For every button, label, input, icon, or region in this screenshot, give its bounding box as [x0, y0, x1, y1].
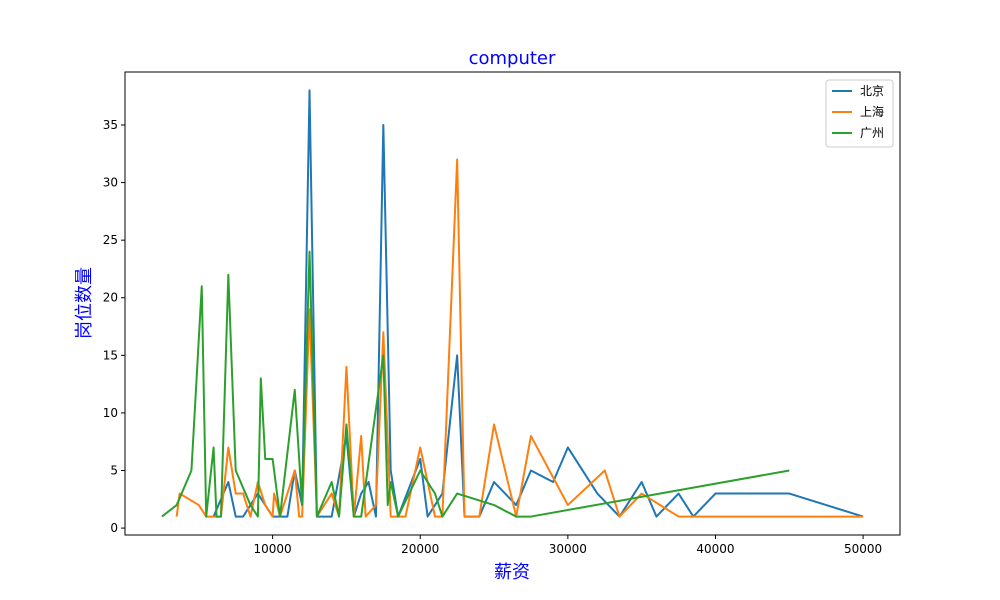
y-tick-label: 5 [110, 464, 118, 478]
series-line-2 [161, 250, 790, 518]
x-tick-label: 10000 [254, 542, 292, 556]
plot-frame [124, 71, 901, 536]
y-tick-label: 20 [103, 291, 118, 305]
legend-label-1: 上海 [860, 104, 884, 119]
x-axis-label: 薪资 [494, 562, 530, 583]
legend-label-0: 北京 [860, 84, 884, 98]
y-tick-label: 35 [103, 118, 118, 132]
x-axis: 10000 20000 30000 40000 50000 [254, 535, 882, 556]
y-tick-label: 25 [103, 233, 118, 247]
chart-title: computer [469, 48, 556, 69]
y-axis-label: 岗位数量 [74, 267, 95, 339]
x-tick-label: 50000 [844, 542, 882, 556]
y-tick-label: 0 [110, 521, 118, 535]
series-layer [161, 89, 864, 518]
y-tick-label: 10 [103, 406, 118, 420]
y-tick-label: 15 [103, 348, 118, 362]
legend-box [825, 79, 894, 148]
series-line-0 [212, 89, 864, 518]
x-tick-label: 30000 [549, 542, 587, 556]
x-tick-label: 20000 [401, 542, 439, 556]
legend-label-2: 广州 [860, 126, 884, 140]
y-axis: 0 5 10 15 20 25 30 35 [103, 118, 125, 535]
y-tick-label: 30 [103, 176, 118, 190]
x-tick-label: 40000 [696, 542, 734, 556]
